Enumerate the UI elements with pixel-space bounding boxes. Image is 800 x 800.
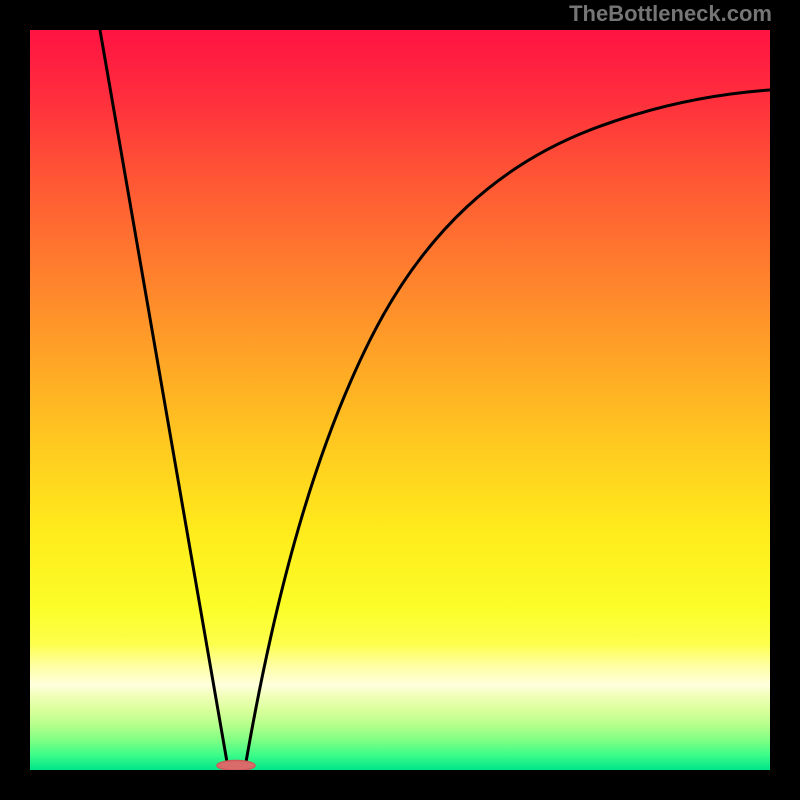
plot-area [30,30,770,770]
gradient-background [30,30,770,770]
chart-container: TheBottleneck.com [0,0,800,800]
bottleneck-marker [217,761,255,771]
watermark-text: TheBottleneck.com [569,1,772,27]
chart-svg [30,30,770,770]
